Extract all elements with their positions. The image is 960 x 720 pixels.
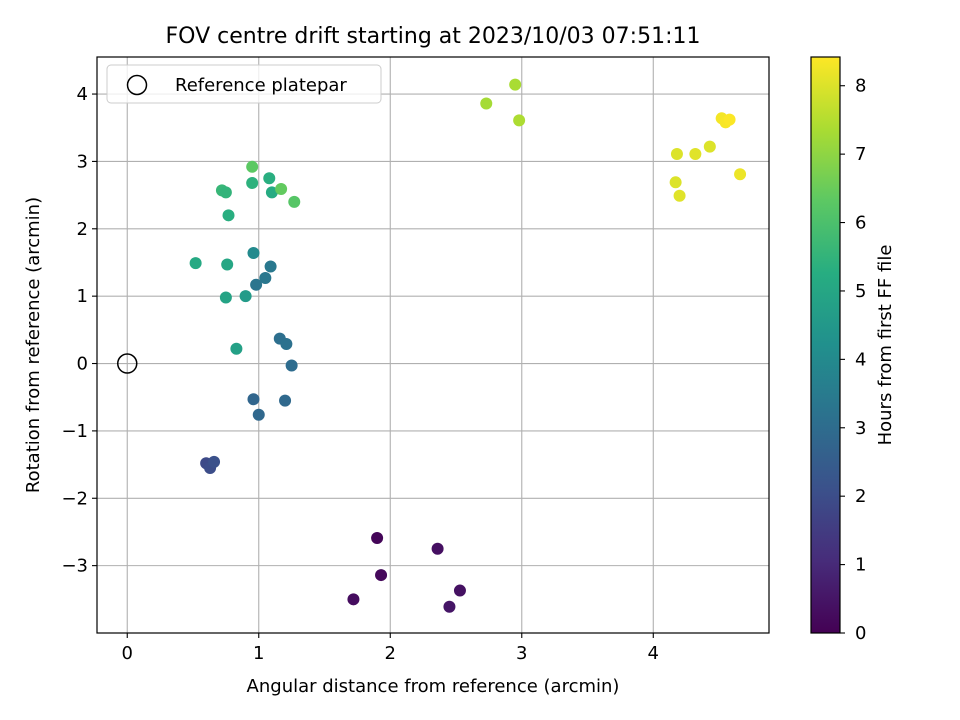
- data-point: [189, 257, 202, 270]
- data-point: [246, 176, 259, 189]
- y-tick-label: 1: [77, 286, 88, 307]
- data-point: [703, 140, 716, 153]
- colorbar-tick-label: 1: [855, 555, 866, 576]
- data-point: [431, 542, 444, 555]
- data-point: [669, 176, 682, 189]
- data-point: [250, 278, 263, 291]
- colorbar-tick-label: 2: [855, 486, 866, 507]
- colorbar-tick-label: 6: [855, 213, 866, 234]
- colorbar-tick-label: 8: [855, 76, 866, 97]
- data-point: [239, 290, 252, 303]
- data-point: [264, 260, 277, 273]
- data-point: [252, 408, 265, 421]
- data-point: [263, 172, 276, 185]
- data-point: [247, 393, 260, 406]
- colorbar-tick-label: 3: [855, 418, 866, 439]
- colorbar-label: Hours from first FF file: [875, 245, 896, 446]
- x-tick-label: 2: [385, 643, 396, 664]
- data-point: [219, 186, 232, 199]
- x-axis-label: Angular distance from reference (arcmin): [247, 676, 620, 697]
- x-tick-label: 1: [253, 643, 264, 664]
- colorbar-tick-label: 7: [855, 144, 866, 165]
- y-tick-label: 2: [77, 219, 88, 240]
- y-tick-label: −2: [61, 488, 88, 509]
- x-axis-ticks: 0 1 2 3 4: [122, 633, 659, 664]
- y-tick-label: −3: [61, 556, 88, 577]
- data-point: [734, 168, 747, 181]
- data-point: [347, 593, 360, 606]
- reference-platepar-marker: [116, 353, 138, 374]
- data-point: [288, 195, 301, 208]
- data-point: [275, 183, 288, 196]
- data-point: [230, 342, 243, 355]
- data-point: [480, 97, 493, 110]
- data-point: [670, 148, 683, 161]
- data-point: [279, 394, 292, 407]
- legend-entry-reference-platepar: Reference platepar: [175, 75, 347, 96]
- y-axis-label: Rotation from reference (arcmin): [23, 197, 44, 493]
- colorbar-ticks: 0 1 2 3 4 5 6 7 8: [840, 76, 866, 644]
- legend: Reference platepar: [106, 64, 382, 104]
- chart-title: FOV centre drift starting at 2023/10/03 …: [166, 24, 701, 49]
- grid-lines: [97, 57, 769, 633]
- data-point: [673, 189, 686, 202]
- data-point: [509, 78, 522, 91]
- legend-box: [106, 64, 382, 104]
- data-point: [723, 113, 736, 126]
- plot-frame: [96, 56, 770, 634]
- y-tick-label: 3: [77, 151, 88, 172]
- colorbar-tick-label: 4: [855, 349, 866, 370]
- data-point: [285, 359, 298, 372]
- y-axis-ticks: −3 −2 −1 0 1 2 3 4: [61, 84, 97, 577]
- x-tick-label: 4: [648, 643, 659, 664]
- data-point: [689, 148, 702, 161]
- data-point: [371, 532, 384, 545]
- data-point: [208, 455, 221, 468]
- data-point: [222, 209, 235, 222]
- scatter-points: [189, 78, 747, 613]
- legend-marker-icon: [126, 74, 148, 96]
- data-point: [265, 186, 278, 199]
- data-point: [219, 291, 232, 304]
- x-tick-label: 0: [122, 643, 133, 664]
- colorbar-tick-label: 0: [855, 623, 866, 644]
- data-point: [247, 247, 260, 260]
- data-point: [246, 160, 259, 173]
- data-point: [513, 114, 526, 127]
- x-tick-label: 3: [516, 643, 527, 664]
- y-tick-label: −1: [61, 421, 88, 442]
- colorbar-tick-label: 5: [855, 281, 866, 302]
- y-tick-label: 0: [77, 354, 88, 375]
- data-point: [259, 271, 272, 284]
- data-point: [221, 258, 234, 271]
- colorbar: [810, 56, 841, 634]
- data-point: [280, 337, 293, 350]
- data-point: [443, 600, 456, 613]
- y-tick-label: 4: [77, 84, 88, 105]
- data-point: [453, 584, 466, 597]
- data-point: [375, 569, 388, 582]
